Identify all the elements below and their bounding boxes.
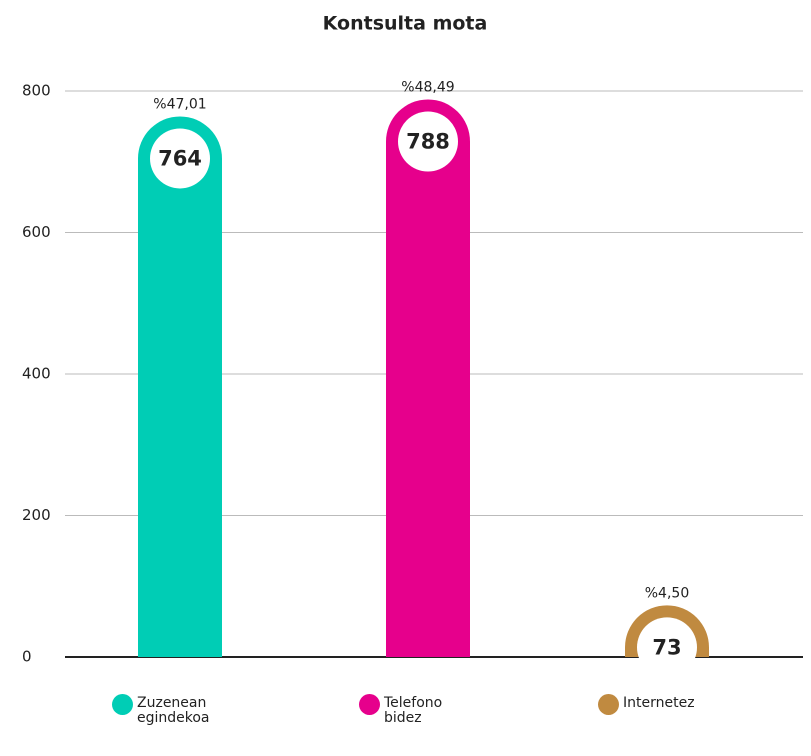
legend-swatch [359, 694, 380, 715]
bar [138, 116, 222, 657]
legend-label: Telefono bidez [384, 695, 443, 726]
y-tick-label: 200 [22, 506, 51, 524]
y-tick-label: 400 [22, 365, 51, 383]
share-label: %48,49 [401, 79, 454, 95]
legend-swatch [112, 694, 133, 715]
legend-label: Zuzenean egindekoa [137, 695, 210, 726]
y-tick-label: 600 [22, 223, 51, 241]
value-badge [150, 128, 210, 189]
chart-title: Kontsulta mota [323, 13, 488, 35]
bar [386, 99, 470, 658]
value-badge [398, 111, 458, 172]
value-label: 764 [158, 146, 202, 170]
legend-label: Internetez [623, 695, 695, 711]
value-badge [637, 617, 697, 678]
value-label: 788 [406, 129, 450, 153]
legend-swatch [598, 694, 619, 715]
y-tick-label: 0 [22, 648, 32, 666]
value-label: 73 [652, 635, 681, 659]
y-tick-label: 800 [22, 82, 51, 100]
share-label: %4,50 [645, 585, 689, 601]
legend-item: Internetez [598, 694, 703, 715]
legend-item: Zuzenean egindekoa [112, 694, 217, 726]
legend-item: Telefono bidez [359, 694, 464, 726]
share-label: %47,01 [153, 96, 206, 112]
